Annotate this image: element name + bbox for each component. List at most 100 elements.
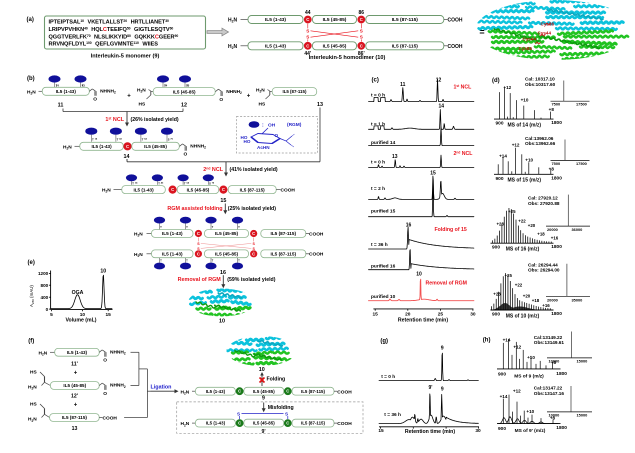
svg-text:A280 (mAU): A280 (mAU) <box>29 285 35 307</box>
svg-text:0: 0 <box>46 307 49 312</box>
svg-text:9': 9' <box>261 429 265 435</box>
svg-text:C: C <box>171 187 174 192</box>
svg-text:10: 10 <box>219 319 225 325</box>
svg-text:+8: +8 <box>549 107 555 112</box>
svg-text:Obs:10317.60: Obs:10317.60 <box>525 82 556 87</box>
svg-text:IL5 (1-43): IL5 (1-43) <box>67 350 88 355</box>
svg-text:RRVNQFLDYL100 QEFLGVMNTE110 WI: RRVNQFLDYL100 QEFLGVMNTE110 WIIES <box>49 41 159 48</box>
svg-text:+14: +14 <box>500 394 508 399</box>
svg-text:13: 13 <box>317 102 323 108</box>
svg-text:S: S <box>360 35 363 40</box>
svg-text:T: T <box>238 260 240 263</box>
svg-text:9: 9 <box>441 345 444 351</box>
svg-text:(b): (b) <box>27 76 35 82</box>
svg-text:IL5 (1-43): IL5 (1-43) <box>265 44 286 50</box>
svg-text:H2N: H2N <box>102 188 111 194</box>
svg-text:T: T <box>92 138 94 142</box>
svg-text:T: T <box>186 226 188 229</box>
svg-text:7500: 7500 <box>552 161 561 166</box>
svg-text:COOH: COOH <box>337 421 352 427</box>
svg-text:C: C <box>306 17 309 22</box>
svg-text:43: 43 <box>119 138 122 141</box>
svg-text:COOH: COOH <box>281 188 296 194</box>
svg-text:54: 54 <box>144 138 147 141</box>
svg-text:IL5 (1-43): IL5 (1-43) <box>162 251 183 256</box>
svg-text:+8: +8 <box>550 416 556 421</box>
svg-text:IL5 (45-85): IL5 (45-85) <box>63 383 86 388</box>
svg-text:H2N: H2N <box>228 44 238 50</box>
svg-text:COOH: COOH <box>103 416 118 422</box>
svg-text:+8: +8 <box>551 360 557 365</box>
svg-text:C: C <box>286 421 289 426</box>
svg-text:H2N: H2N <box>134 252 143 258</box>
svg-text:36000: 36000 <box>572 227 583 232</box>
svg-text:MS of 9' (m/z): MS of 9' (m/z) <box>515 428 546 434</box>
svg-text:10: 10 <box>100 269 106 275</box>
svg-text:+: + <box>74 370 78 376</box>
svg-text:purified 10: purified 10 <box>371 294 396 300</box>
svg-text:+28: +28 <box>493 292 501 297</box>
svg-text:1800: 1800 <box>556 425 567 431</box>
svg-text:900: 900 <box>498 371 506 377</box>
svg-text:C: C <box>222 187 225 192</box>
svg-text:86': 86' <box>358 51 365 57</box>
svg-text:900: 900 <box>498 426 506 432</box>
svg-text:+18: +18 <box>532 298 540 303</box>
svg-text:11: 11 <box>58 103 64 109</box>
svg-text:Obs:13149.61: Obs:13149.61 <box>534 340 565 345</box>
svg-text:H2N: H2N <box>228 18 238 24</box>
svg-text:+28: +28 <box>496 222 504 227</box>
svg-text:C: C <box>238 389 241 394</box>
svg-text:5: 5 <box>50 312 53 318</box>
svg-text:S: S <box>209 181 211 185</box>
svg-text:44': 44' <box>304 51 311 57</box>
svg-text:MS of 16 (m/z): MS of 16 (m/z) <box>506 247 540 253</box>
svg-text:T: T <box>158 181 160 185</box>
svg-text:(d): (d) <box>492 78 500 84</box>
svg-text:C: C <box>360 17 363 22</box>
svg-text:+: + <box>247 94 251 100</box>
svg-text:Cal:13149.22: Cal:13149.22 <box>534 335 563 340</box>
svg-text:11': 11' <box>71 361 78 367</box>
svg-text:15: 15 <box>106 312 112 318</box>
svg-text:H2N: H2N <box>63 144 72 150</box>
svg-text:=: = <box>479 27 484 37</box>
svg-text:Obs:13962.66: Obs:13962.66 <box>525 141 556 146</box>
svg-text:1800: 1800 <box>551 244 562 250</box>
svg-text:+12: +12 <box>503 85 511 90</box>
svg-text:Folding: Folding <box>267 377 286 383</box>
svg-text:purified 14: purified 14 <box>371 140 396 146</box>
svg-text:(e): (e) <box>28 260 35 266</box>
svg-text:15: 15 <box>430 171 436 177</box>
svg-text:NHNH2: NHNH2 <box>100 89 116 95</box>
svg-text:+14: +14 <box>499 153 507 158</box>
svg-text:+14: +14 <box>503 337 511 342</box>
svg-text:S: S <box>186 84 188 88</box>
svg-text:IL5 (87-115): IL5 (87-115) <box>271 251 297 256</box>
svg-text:86: 86 <box>359 10 365 16</box>
svg-text:AcHN: AcHN <box>257 145 270 150</box>
svg-text:800: 800 <box>41 283 49 288</box>
svg-text:Cys44: Cys44 <box>538 31 552 36</box>
svg-text:t = 0 h: t = 0 h <box>381 374 395 380</box>
svg-text:O: O <box>93 97 97 103</box>
svg-text:Folding of 15: Folding of 15 <box>435 227 467 233</box>
svg-text:1800: 1800 <box>551 175 562 181</box>
svg-text:IL5 (87-115): IL5 (87-115) <box>271 231 297 236</box>
svg-text:HS: HS <box>30 402 37 408</box>
svg-text:H2N: H2N <box>28 417 37 423</box>
svg-text:Cal: 27920.12: Cal: 27920.12 <box>528 196 558 201</box>
svg-text:S: S <box>237 411 240 416</box>
svg-text:O: O <box>103 358 107 364</box>
svg-text:C: C <box>197 251 200 256</box>
svg-text:+10: +10 <box>521 98 529 103</box>
svg-text:2nd NCL: 2nd NCL <box>454 151 474 157</box>
svg-text:C: C <box>252 231 255 236</box>
svg-text:900: 900 <box>496 176 504 182</box>
svg-text:+25: +25 <box>508 209 516 214</box>
svg-text:S: S <box>360 28 363 33</box>
svg-text:13: 13 <box>392 154 398 160</box>
svg-text::: : <box>262 123 264 129</box>
svg-text:S: S <box>285 411 288 416</box>
svg-text:S: S <box>197 247 200 251</box>
